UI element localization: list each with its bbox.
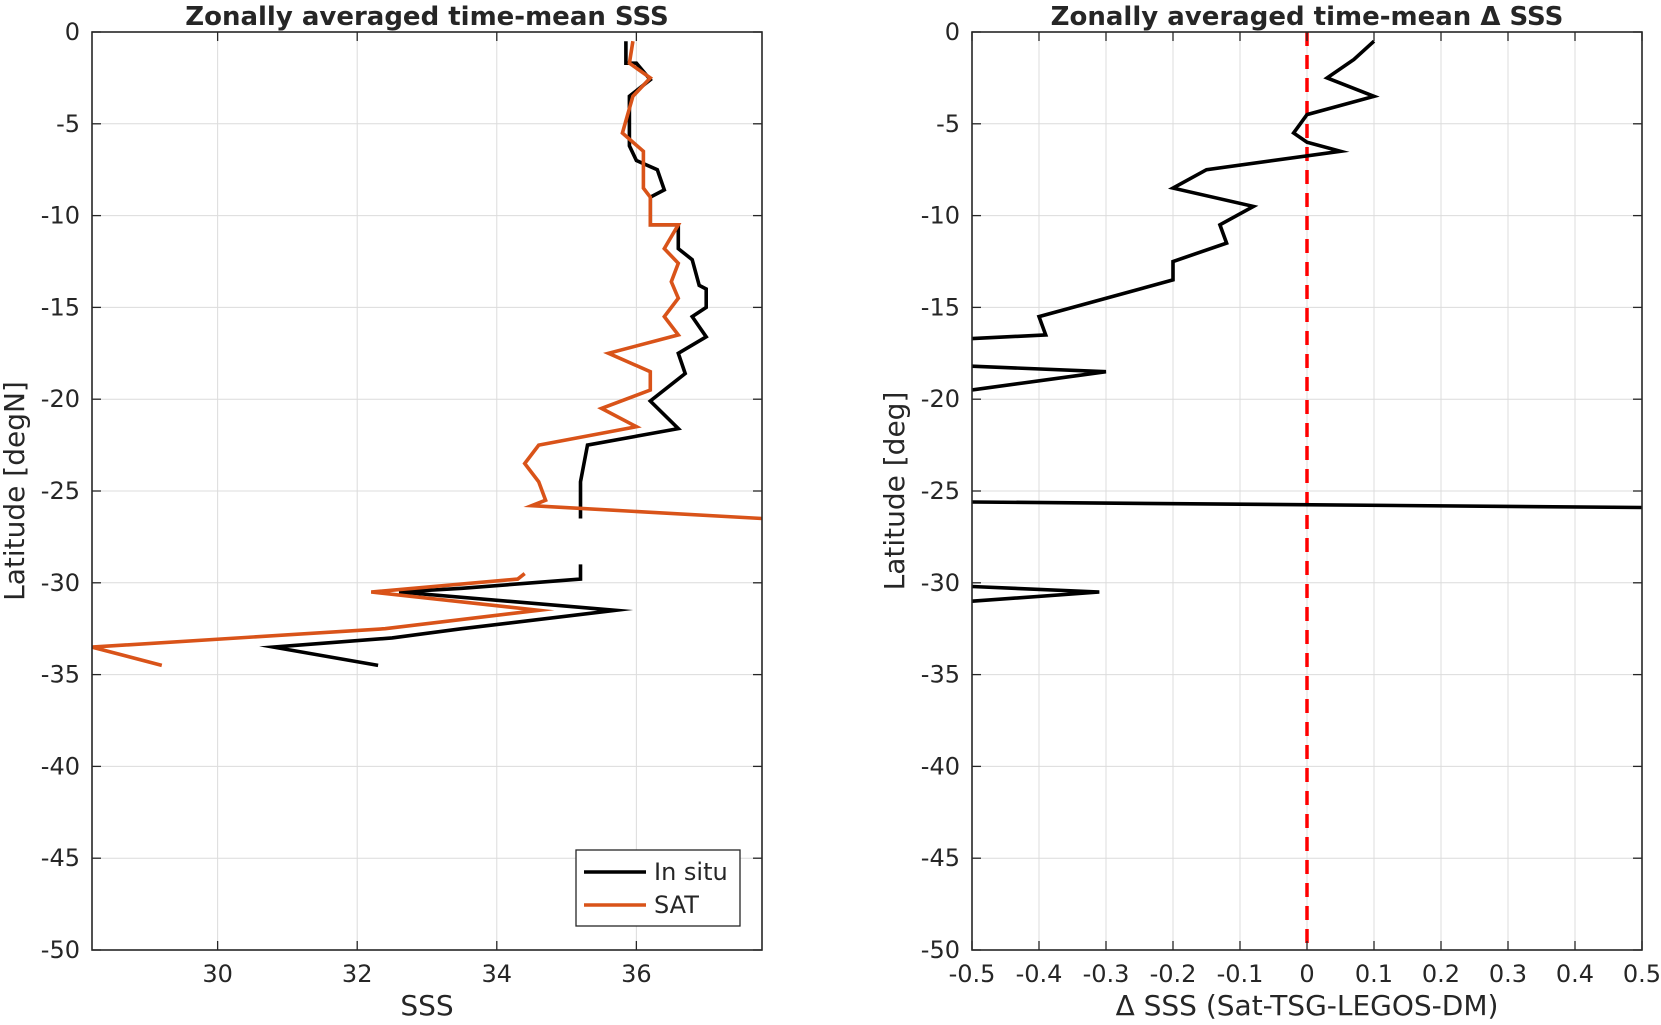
sss-y-tick-label: -35 <box>41 661 80 689</box>
delta-y-ticks: 0 -5 -10 -15 -20 -25 -30 -35 -40 -45 -50 <box>921 18 1642 964</box>
delta-y-tick-label: -10 <box>921 202 960 230</box>
delta-x-tick-label: -0.2 <box>1150 960 1197 988</box>
delta-series <box>972 39 1642 603</box>
delta-x-tick-label: 0.2 <box>1422 960 1460 988</box>
sss-chart-title: Zonally averaged time-mean SSS <box>185 2 669 32</box>
legend-label-sat: SAT <box>654 891 699 919</box>
sss-x-tick-label: 36 <box>621 960 652 988</box>
delta-y-tick-label: 0 <box>945 18 960 46</box>
sss-y-tick-label: -10 <box>41 202 80 230</box>
delta-sss-panel: -0.5 -0.4 -0.3 -0.2 -0.1 0 0.1 0.2 0.3 0.4 0.5 0 -5… <box>878 2 1661 1022</box>
delta-series-0-segment-2 <box>972 500 1642 510</box>
delta-y-tick-label: -30 <box>921 569 960 597</box>
delta-y-tick-label: -15 <box>921 293 960 321</box>
sss-y-tick-label: -30 <box>41 569 80 597</box>
sss-x-tick-label: 32 <box>342 960 373 988</box>
sss-y-ticks: 0 -5 -10 -15 -20 -25 -30 -35 -40 -45 -50 <box>41 18 762 964</box>
legend-box <box>575 849 741 927</box>
legend: In situ SAT <box>575 849 741 927</box>
delta-x-tick-label: -0.1 <box>1217 960 1264 988</box>
delta-series-0-segment-0 <box>972 39 1380 341</box>
delta-series-0-segment-3 <box>972 584 1100 603</box>
sss-y-tick-label: -25 <box>41 477 80 505</box>
sss-y-tick-label: -15 <box>41 293 80 321</box>
sss-y-tick-label: 0 <box>65 18 80 46</box>
delta-series-0-segment-1 <box>972 364 1107 392</box>
delta-x-tick-label: 0.1 <box>1355 960 1393 988</box>
delta-x-tick-label: 0.3 <box>1489 960 1527 988</box>
delta-y-tick-label: -40 <box>921 752 960 780</box>
delta-y-tick-label: -50 <box>921 936 960 964</box>
sss-y-tick-label: -5 <box>56 110 80 138</box>
sss-x-tick-label: 34 <box>482 960 513 988</box>
delta-x-tick-label: 0.5 <box>1623 960 1661 988</box>
sss-series-sat-segment-1 <box>92 572 555 668</box>
sss-y-tick-label: -20 <box>41 385 80 413</box>
delta-x-tick-label: -0.3 <box>1083 960 1130 988</box>
sss-series-in-situ-segment-1 <box>259 564 634 668</box>
delta-y-tick-label: -20 <box>921 385 960 413</box>
delta-x-tick-label: -0.5 <box>949 960 996 988</box>
sss-y-tick-label: -50 <box>41 936 80 964</box>
sss-x-ticks: 30 32 34 36 <box>202 32 652 988</box>
delta-y-tick-label: -25 <box>921 477 960 505</box>
legend-label-insitu: In situ <box>654 858 728 886</box>
delta-x-ticks: -0.5 -0.4 -0.3 -0.2 -0.1 0 0.1 0.2 0.3 0.4 0.5 <box>949 32 1661 988</box>
delta-x-tick-label: 0 <box>1299 960 1314 988</box>
sss-y-tick-label: -40 <box>41 752 80 780</box>
delta-y-tick-label: -45 <box>921 844 960 872</box>
delta-y-axis-label: Latitude [deg] <box>878 392 911 591</box>
sss-panel: 30 32 34 36 0-5-10-15-20-25-30-35-40-45-50 … <box>0 2 763 1022</box>
delta-chart-title: Zonally averaged time-mean Δ SSS <box>1051 2 1564 32</box>
sss-y-axis-label: Latitude [degN] <box>0 381 31 601</box>
delta-y-tick-label: -5 <box>936 110 960 138</box>
delta-x-tick-label: -0.4 <box>1016 960 1063 988</box>
sss-series <box>92 40 762 668</box>
sss-x-axis-label: SSS <box>400 989 453 1022</box>
sss-x-tick-label: 30 <box>202 960 233 988</box>
sss-y-tick-label: -45 <box>41 844 80 872</box>
sss-series-sat-segment-0 <box>522 40 762 521</box>
delta-x-axis-label: Δ SSS (Sat-TSG-LEGOS-DM) <box>1116 989 1499 1022</box>
delta-y-tick-label: -35 <box>921 661 960 689</box>
delta-x-tick-label: 0.4 <box>1556 960 1594 988</box>
